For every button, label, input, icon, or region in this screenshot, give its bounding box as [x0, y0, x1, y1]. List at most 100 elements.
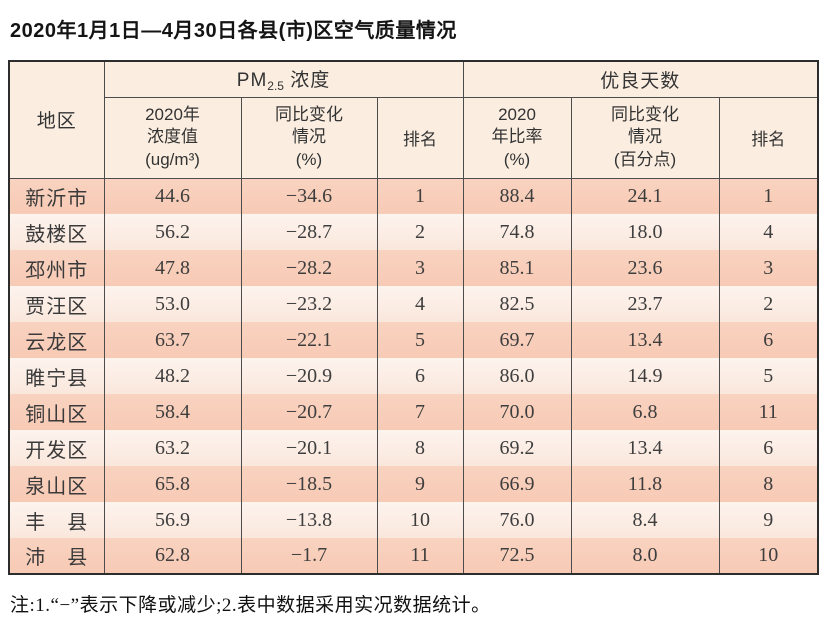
pm-rank-cell: 2 — [376, 214, 464, 250]
pm-value-cell: 58.4 — [103, 394, 242, 430]
gd-change-cell: 14.9 — [570, 358, 720, 394]
table-row: 丰 县 56.9 −13.8 10 76.0 8.4 9 — [8, 502, 819, 538]
sub-header-row: 2020年 浓度值 (ug/m³) 同比变化 情况 (%) 排名 2020 年比… — [9, 96, 819, 179]
pm-rank-cell: 8 — [376, 430, 464, 466]
gd-rank-cell: 9 — [718, 502, 819, 538]
pm-rank-cell: 4 — [376, 286, 464, 322]
table-row: 鼓楼区 56.2 −28.7 2 74.8 18.0 4 — [8, 214, 819, 250]
pm-value-cell: 44.6 — [103, 178, 242, 214]
column-header-pm-value: 2020年 浓度值 (ug/m³) — [103, 96, 242, 179]
gd-rank-cell: 2 — [718, 286, 819, 322]
page-title: 2020年1月1日—4月30日各县(市)区空气质量情况 — [10, 20, 457, 42]
pm-label: PM — [236, 70, 268, 92]
gd-ratio-cell: 88.4 — [462, 178, 572, 214]
pm-rank-cell: 7 — [376, 394, 464, 430]
group-header-row: 地区 PM2.5 浓度 优良天数 — [8, 60, 819, 179]
table-body: 新沂市 44.6 −34.6 1 88.4 24.1 1 鼓楼区 56.2 −2… — [8, 178, 819, 574]
table-header: 地区 PM2.5 浓度 优良天数 2020年 浓度值 (ug/m³) 同比变化 … — [8, 60, 819, 179]
pm-value-cell: 47.8 — [103, 250, 242, 286]
pm-value-cell: 48.2 — [103, 358, 242, 394]
gd-ratio-cell: 82.5 — [462, 286, 572, 322]
table-row: 泉山区 65.8 −18.5 9 66.9 11.8 8 — [8, 466, 819, 502]
gd-change-cell: 8.4 — [570, 502, 720, 538]
gd-ratio-cell: 85.1 — [462, 250, 572, 286]
table-row: 贾汪区 53.0 −23.2 4 82.5 23.7 2 — [8, 286, 819, 322]
pm-change-cell: −28.7 — [240, 214, 378, 250]
pm-change-cell: −1.7 — [240, 538, 378, 574]
region-cell: 云龙区 — [8, 322, 105, 358]
air-quality-table: 地区 PM2.5 浓度 优良天数 2020年 浓度值 (ug/m³) 同比变化 … — [8, 60, 820, 575]
gd-rank-cell: 10 — [718, 538, 819, 574]
pm-change-cell: −20.7 — [240, 394, 378, 430]
gd-ratio-cell: 69.7 — [462, 322, 572, 358]
pm-rank-cell: 10 — [376, 502, 464, 538]
pm-value-cell: 53.0 — [103, 286, 242, 322]
table-row: 云龙区 63.7 −22.1 5 69.7 13.4 6 — [8, 322, 819, 358]
pm-value-cell: 63.2 — [103, 430, 242, 466]
pm-rank-cell: 9 — [376, 466, 464, 502]
pm-rank-cell: 3 — [376, 250, 464, 286]
gd-change-cell: 23.6 — [570, 250, 720, 286]
gd-change-cell: 13.4 — [570, 322, 720, 358]
gd-ratio-header-text: 2020 年比率 (%) — [491, 104, 543, 169]
gd-rank-cell: 11 — [718, 394, 819, 430]
table-row: 铜山区 58.4 −20.7 7 70.0 6.8 11 — [8, 394, 819, 430]
pm-change-cell: −22.1 — [240, 322, 378, 358]
column-header-pm-rank: 排名 — [376, 96, 464, 179]
region-cell: 睢宁县 — [8, 358, 105, 394]
column-header-gd-change: 同比变化 情况 (百分点) — [570, 96, 720, 179]
gd-rank-cell: 6 — [718, 322, 819, 358]
pm-value-cell: 56.2 — [103, 214, 242, 250]
pm-rank-cell: 6 — [376, 358, 464, 394]
table-row: 邳州市 47.8 −28.2 3 85.1 23.6 3 — [8, 250, 819, 286]
region-cell: 沛 县 — [8, 538, 105, 574]
region-cell: 新沂市 — [8, 178, 105, 214]
gd-rank-cell: 3 — [718, 250, 819, 286]
column-group-good-days: 优良天数 — [462, 60, 819, 98]
table-row: 睢宁县 48.2 −20.9 6 86.0 14.9 5 — [8, 358, 819, 394]
region-cell: 铜山区 — [8, 394, 105, 430]
column-header-region: 地区 — [8, 60, 105, 179]
table-footnote: 注:1.“−”表示下降或减少;2.表中数据采用实况数据统计。 — [10, 595, 491, 616]
gd-ratio-cell: 70.0 — [462, 394, 572, 430]
gd-change-cell: 18.0 — [570, 214, 720, 250]
table-row: 沛 县 62.8 −1.7 11 72.5 8.0 10 — [8, 538, 819, 574]
gd-change-cell: 23.7 — [570, 286, 720, 322]
pm-value-cell: 56.9 — [103, 502, 242, 538]
region-cell: 泉山区 — [8, 466, 105, 502]
region-cell: 贾汪区 — [8, 286, 105, 322]
pm-value-cell: 63.7 — [103, 322, 242, 358]
column-header-pm-change: 同比变化 情况 (%) — [240, 96, 378, 179]
gd-rank-cell: 1 — [718, 178, 819, 214]
pm-value-cell: 65.8 — [103, 466, 242, 502]
pm-change-cell: −23.2 — [240, 286, 378, 322]
region-cell: 鼓楼区 — [8, 214, 105, 250]
gd-change-cell: 13.4 — [570, 430, 720, 466]
pm-value-header-text: 2020年 浓度值 (ug/m³) — [145, 104, 200, 169]
pm-suffix: 浓度 — [283, 70, 331, 92]
pm-rank-cell: 1 — [376, 178, 464, 214]
gd-rank-cell: 6 — [718, 430, 819, 466]
pm-subscript: 2.5 — [267, 79, 284, 94]
gd-rank-cell: 8 — [718, 466, 819, 502]
table-row: 新沂市 44.6 −34.6 1 88.4 24.1 1 — [8, 178, 819, 214]
column-header-gd-rank: 排名 — [718, 96, 819, 179]
gd-ratio-cell: 66.9 — [462, 466, 572, 502]
pm-change-header-text: 同比变化 情况 (%) — [275, 104, 343, 169]
gd-change-cell: 6.8 — [570, 394, 720, 430]
gd-change-header-text: 同比变化 情况 (百分点) — [611, 104, 680, 169]
column-header-gd-ratio: 2020 年比率 (%) — [462, 96, 572, 179]
region-cell: 丰 县 — [8, 502, 105, 538]
pm-change-cell: −34.6 — [240, 178, 378, 214]
gd-rank-cell: 4 — [718, 214, 819, 250]
gd-change-cell: 24.1 — [570, 178, 720, 214]
gd-ratio-cell: 86.0 — [462, 358, 572, 394]
pm-change-cell: −20.1 — [240, 430, 378, 466]
region-cell: 开发区 — [8, 430, 105, 466]
pm-change-cell: −18.5 — [240, 466, 378, 502]
pm-change-cell: −20.9 — [240, 358, 378, 394]
gd-ratio-cell: 69.2 — [462, 430, 572, 466]
gd-change-cell: 8.0 — [570, 538, 720, 574]
table-row: 开发区 63.2 −20.1 8 69.2 13.4 6 — [8, 430, 819, 466]
